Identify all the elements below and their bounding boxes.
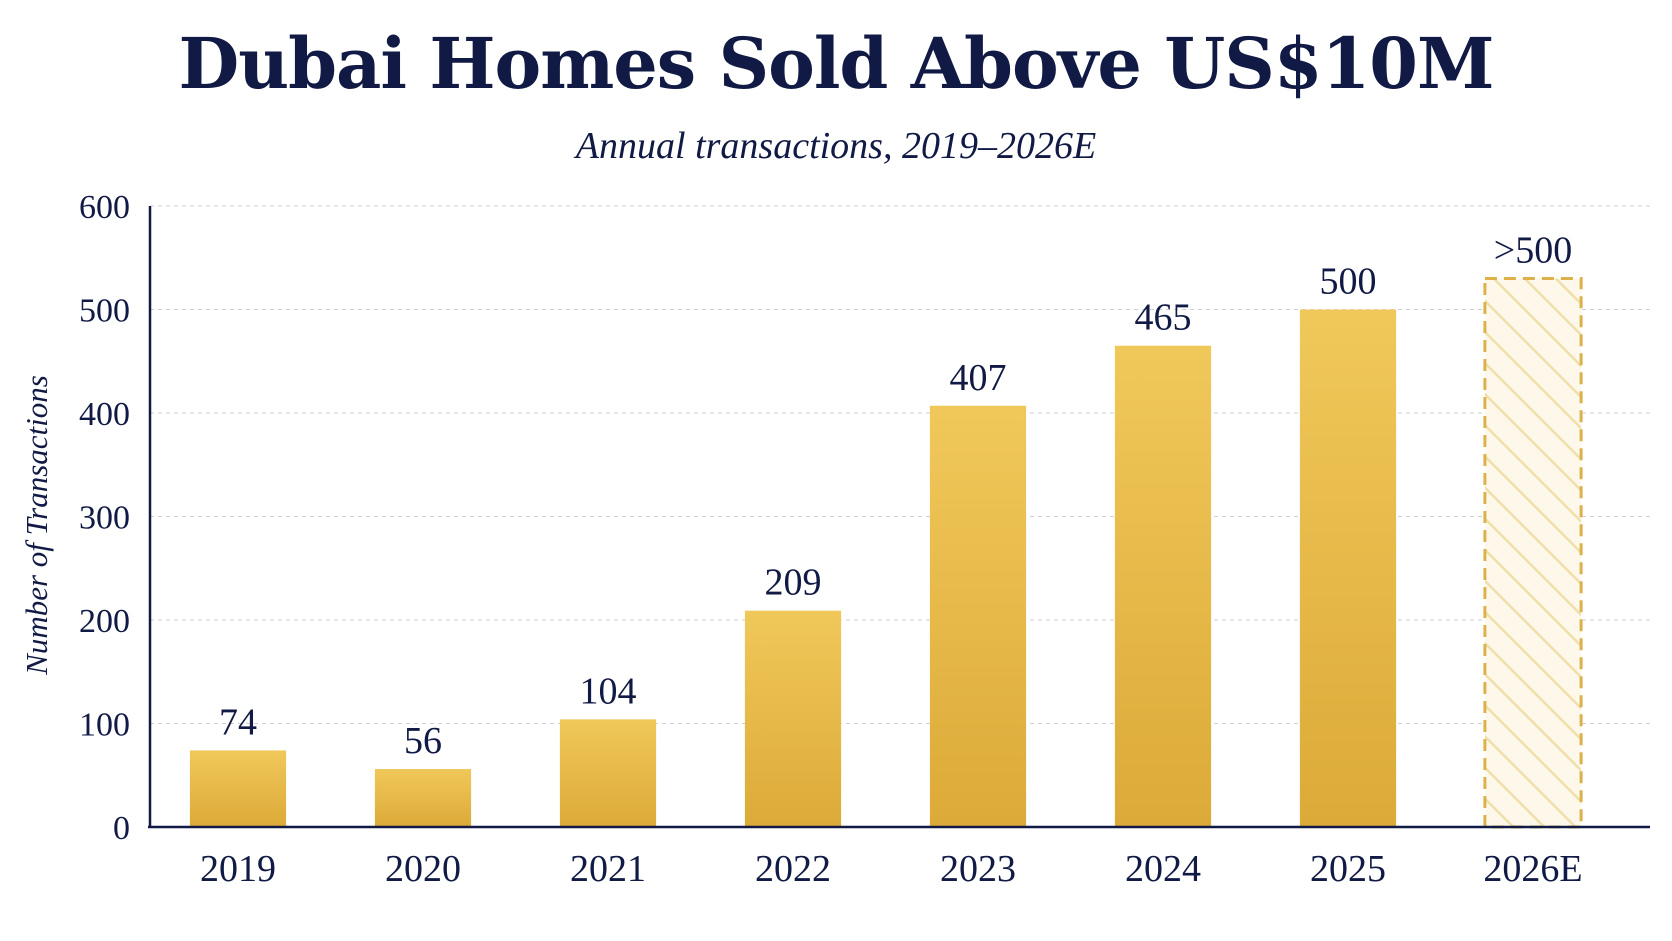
y-tick-label: 600 [79,189,130,226]
x-tick-label: 2020 [385,848,461,890]
chart-title: Dubai Homes Sold Above US$10M [178,22,1495,105]
x-tick-labels: 2019 2020 2021 2022 2023 2024 2025 2026E [200,848,1583,890]
y-tick-labels: 0 100 200 300 400 500 600 [79,189,130,847]
chart-subtitle: Annual transactions, 2019–2026E [575,125,1097,167]
bar [374,769,472,827]
x-tick-label: 2021 [570,848,646,890]
value-label: 209 [765,562,822,604]
value-label: 407 [950,357,1007,399]
x-tick-label: 2026E [1483,848,1582,890]
value-label: 500 [1320,261,1377,303]
y-tick-label: 100 [79,707,130,744]
x-tick-label: 2025 [1310,848,1386,890]
bar-estimate [1483,276,1583,829]
value-labels: 74 56 104 209 407 465 500 >500 [219,229,1572,762]
bar [189,750,287,827]
y-tick-label: 300 [79,500,130,537]
y-axis-label: Number of Transactions [19,375,54,676]
bar [559,719,657,827]
x-tick-label: 2024 [1125,848,1201,890]
value-label: 104 [580,670,637,712]
value-label: 74 [219,701,257,743]
bars [189,276,1583,829]
y-tick-label: 0 [113,810,130,847]
x-tick-label: 2023 [940,848,1016,890]
value-label: >500 [1494,229,1572,271]
y-tick-label: 400 [79,396,130,433]
y-tick-label: 500 [79,293,130,330]
bar [929,405,1027,827]
bar [744,610,842,827]
x-tick-label: 2022 [755,848,831,890]
y-tick-label: 200 [79,603,130,640]
grid-lines [150,205,1650,724]
bar [1114,345,1212,827]
x-tick-label: 2019 [200,848,276,890]
bar [1299,309,1397,827]
value-label: 465 [1135,297,1192,339]
value-label: 56 [404,720,442,762]
axes [148,206,1650,829]
